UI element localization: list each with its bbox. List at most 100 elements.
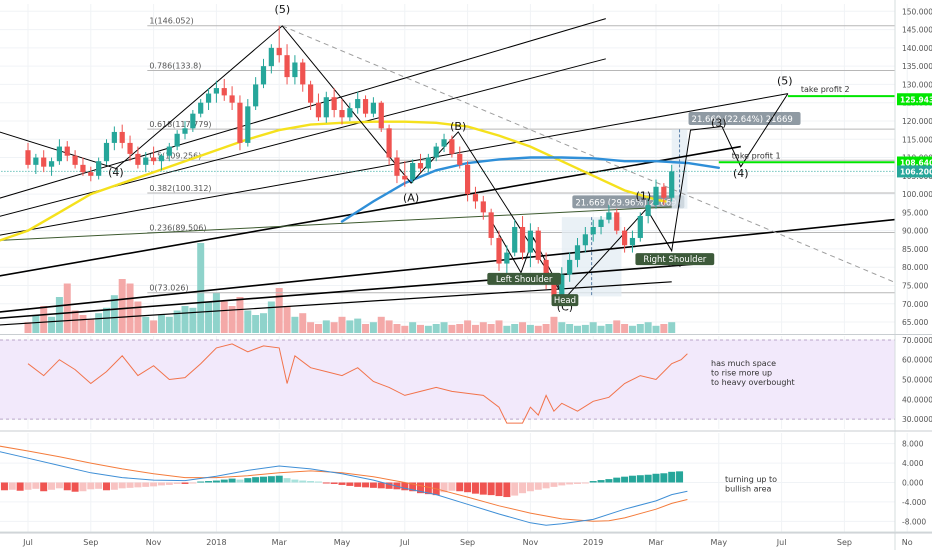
macd-histogram-bar [440,482,448,493]
macd-histogram-bar [550,482,558,487]
candle-body [80,164,86,173]
candle-body [182,128,188,134]
volume-bar [652,325,660,333]
candle-body [88,172,94,176]
rsi-tick-label: 50.0000 [902,376,932,385]
macd-histogram-bar [542,482,550,489]
volume-bar [299,313,307,333]
volume-bar [432,324,440,333]
candle-body [221,88,227,96]
volume-bar [260,313,267,333]
trend-line-neckline [0,206,672,241]
candle-body [96,161,102,176]
volume-bar [409,322,417,333]
volume-bar [87,319,95,333]
candle-body [103,142,110,162]
volume-bar [566,324,574,333]
price-tick-label: 80.000 [902,263,928,272]
candle-body [213,88,219,94]
macd-histogram-bar [220,479,228,483]
volume-bar [118,279,126,333]
macd-histogram-bar [291,479,299,483]
volume-bar [314,324,322,333]
macd-histogram-bar [456,482,464,492]
macd-histogram-bar [165,482,173,485]
macd-histogram-bar [495,482,503,497]
candle-body [488,212,494,238]
macd-histogram-bar [644,474,652,483]
rsi-annotation: has much space [711,359,776,368]
candle-body [441,139,447,147]
macd-histogram-bar [134,482,142,488]
price-panel[interactable]: 1(146.052) 0.786(133.8) 0.618(117.779) 0.5(… [0,3,932,333]
wave-label: (4) [108,166,124,179]
price-tick-label: 130.000 [902,80,932,89]
candle-body [370,102,376,114]
volume-bar [181,306,189,333]
price-tick-label: 90.000 [902,227,928,236]
candle-body [347,108,353,118]
volume-bar [503,325,511,333]
candle-body [669,171,675,198]
candle-body [25,150,31,165]
volume-bar [519,322,527,333]
macd-histogram-bar [275,475,283,483]
volume-bar [668,322,676,333]
fib-level-label: 0.5(109.256) [149,151,201,160]
macd-tick-label: 0.000 [902,479,924,488]
volume-bar [393,324,401,333]
volume-bar [385,320,393,333]
trend-line-channel-upper-3 [0,93,788,236]
macd-annotation: turning up to [725,475,777,484]
macd-histogram-bar [197,481,205,483]
candle-body [268,47,274,67]
volume-bar [40,306,48,333]
macd-histogram-bar [668,471,676,483]
price-tag-bg [897,165,932,178]
macd-histogram-bar [511,482,519,496]
macd-histogram-bar [652,473,660,483]
trend-line-support-1 [0,145,741,277]
candle-body [402,175,408,180]
volume-bar [330,322,338,333]
wave-path-head-shoulders [489,93,789,300]
time-tick-label: Nov [523,538,539,547]
candle-body [245,106,251,143]
volume-bar [401,325,409,333]
volume-bar [338,316,346,333]
volume-bar [636,324,644,333]
volume-bar [346,320,354,333]
candle-body [465,164,471,195]
macd-histogram-bar [322,482,330,484]
candle-body [56,146,62,162]
volume-bar [228,306,236,333]
candle-body [119,131,125,143]
volume-bar [212,292,220,333]
candle-body [496,237,502,264]
macd-histogram-bar [252,477,260,483]
price-tick-label: 135.000 [902,62,932,71]
volume-bar [526,324,534,333]
volume-bar [150,320,158,333]
volume-bar [165,316,173,333]
macd-histogram-bar [40,482,48,492]
macd-histogram-bar [526,482,534,492]
volume-bar [322,320,330,333]
candle-body [284,55,290,78]
volume-bar [307,322,315,333]
macd-histogram-bar [95,482,103,489]
price-tick-label: 150.000 [902,7,932,16]
target-label: take profit 2 [801,85,850,94]
volume-bar [283,306,291,333]
candle-body [551,281,557,297]
macd-histogram-bar [621,476,629,483]
price-tick-label: 70.000 [902,300,928,309]
candle-body [661,186,667,198]
measure-box [671,129,688,209]
macd-histogram-bar [24,482,32,490]
macd-histogram-bar [173,482,181,484]
